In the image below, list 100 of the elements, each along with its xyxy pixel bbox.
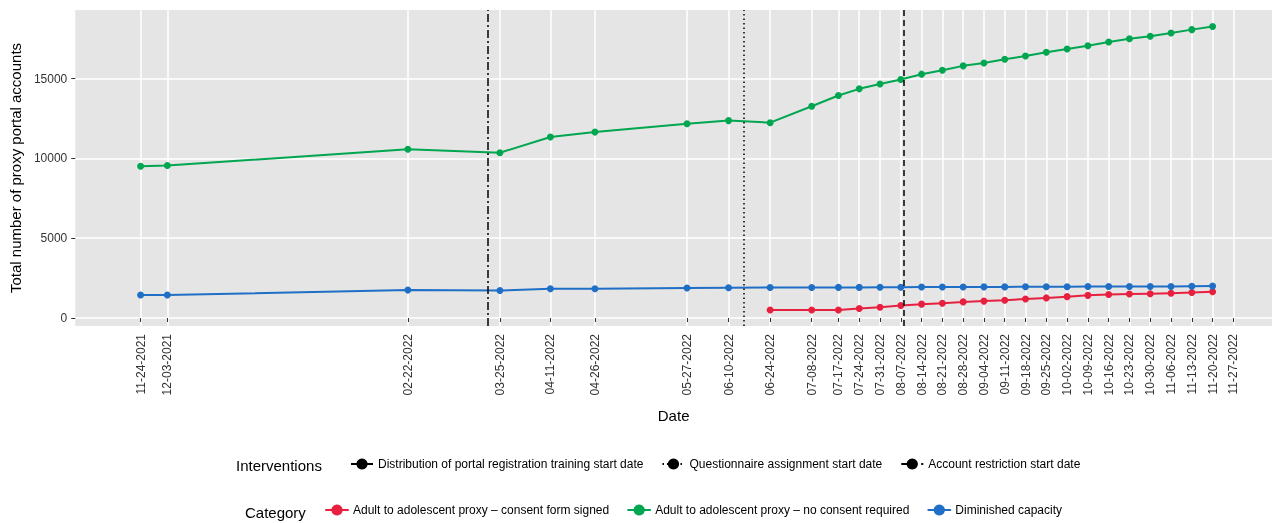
point bbox=[546, 133, 554, 141]
point bbox=[808, 102, 816, 110]
point bbox=[1125, 283, 1133, 291]
legend-title: Category bbox=[245, 504, 307, 521]
legend-label: Diminished capacity bbox=[955, 503, 1063, 517]
point bbox=[834, 283, 842, 291]
point bbox=[855, 283, 863, 291]
point bbox=[876, 303, 884, 311]
point bbox=[766, 119, 774, 127]
point bbox=[1084, 291, 1092, 299]
point bbox=[1022, 295, 1030, 303]
x-axis-title: Date bbox=[657, 407, 690, 424]
point bbox=[918, 300, 926, 308]
x-tick-label: 10-30-2022 bbox=[1143, 333, 1158, 396]
x-tick-label: 07-24-2022 bbox=[852, 333, 867, 396]
point bbox=[1001, 55, 1009, 63]
x-tick-label: 11-13-2022 bbox=[1184, 333, 1199, 395]
point bbox=[1022, 52, 1030, 60]
point bbox=[1188, 282, 1196, 290]
point bbox=[918, 70, 926, 78]
point bbox=[137, 291, 145, 299]
x-tick-label: 09-04-2022 bbox=[976, 333, 991, 396]
point bbox=[959, 298, 967, 306]
x-tick-label: 08-21-2022 bbox=[935, 333, 950, 396]
point bbox=[683, 120, 691, 128]
point bbox=[404, 286, 412, 294]
point bbox=[1146, 32, 1154, 40]
point bbox=[876, 283, 884, 291]
point bbox=[1167, 289, 1175, 297]
legend-label: Adult to adolescent proxy – consent form signed bbox=[353, 503, 610, 517]
x-tick-label: 10-23-2022 bbox=[1122, 333, 1137, 396]
point bbox=[959, 62, 967, 70]
y-tick-label: 10000 bbox=[33, 151, 68, 166]
point bbox=[1042, 283, 1050, 291]
point bbox=[766, 284, 774, 292]
point bbox=[496, 149, 504, 157]
point bbox=[855, 304, 863, 312]
point bbox=[938, 66, 946, 74]
x-tick-label: 03-25-2022 bbox=[492, 333, 507, 396]
point bbox=[855, 85, 863, 93]
x-tick-label: 10-02-2022 bbox=[1060, 333, 1075, 396]
point bbox=[1105, 283, 1113, 291]
point bbox=[808, 284, 816, 292]
legend-label: Account restriction start date bbox=[928, 457, 1081, 471]
point bbox=[1063, 293, 1071, 301]
x-tick-label: 11-27-2022 bbox=[1226, 333, 1241, 395]
point bbox=[1063, 283, 1071, 291]
point bbox=[591, 285, 599, 293]
point bbox=[1146, 290, 1154, 298]
point bbox=[959, 283, 967, 291]
point bbox=[137, 162, 145, 170]
x-tick-label: 11-20-2022 bbox=[1205, 333, 1220, 395]
point bbox=[1042, 48, 1050, 56]
x-tick-label: 08-07-2022 bbox=[893, 333, 908, 396]
point bbox=[1209, 22, 1217, 30]
point bbox=[163, 291, 171, 299]
x-tick-label: 07-31-2022 bbox=[873, 333, 888, 396]
x-tick-label: 11-06-2022 bbox=[1164, 333, 1179, 395]
y-tick-label: 0 bbox=[60, 311, 68, 326]
y-axis-title: Total number of proxy portal accounts bbox=[7, 42, 24, 294]
point bbox=[1188, 26, 1196, 34]
x-tick-label: 09-11-2022 bbox=[997, 333, 1012, 395]
point bbox=[163, 161, 171, 169]
point bbox=[897, 75, 905, 83]
x-tick-label: 06-10-2022 bbox=[721, 333, 736, 396]
x-tick-label: 06-24-2022 bbox=[763, 333, 778, 396]
point bbox=[725, 117, 733, 125]
text: Interventions bbox=[236, 457, 322, 474]
x-tick-label: 12-03-2021 bbox=[160, 333, 175, 396]
point bbox=[808, 306, 816, 314]
point bbox=[546, 285, 554, 293]
point bbox=[1105, 38, 1113, 46]
x-tick-label: 10-16-2022 bbox=[1101, 333, 1116, 396]
point bbox=[496, 287, 504, 295]
x-tick-label: 04-11-2022 bbox=[543, 333, 558, 395]
x-tick-label: 10-09-2022 bbox=[1080, 333, 1095, 396]
x-tick-label: 09-25-2022 bbox=[1039, 333, 1054, 396]
point bbox=[834, 92, 842, 100]
legend-label: Questionnaire assignment start date bbox=[689, 457, 883, 471]
point bbox=[834, 306, 842, 314]
point bbox=[1001, 296, 1009, 304]
x-tick-label: 07-17-2022 bbox=[831, 333, 846, 396]
point bbox=[725, 284, 733, 292]
point bbox=[1146, 282, 1154, 290]
point bbox=[1084, 283, 1092, 291]
x-tick-label: 09-18-2022 bbox=[1018, 333, 1033, 396]
point bbox=[1125, 35, 1133, 43]
point bbox=[1001, 283, 1009, 291]
point bbox=[897, 283, 905, 291]
point bbox=[1125, 290, 1133, 298]
legend-label: Adult to adolescent proxy – no consent required bbox=[655, 503, 910, 517]
point bbox=[897, 302, 905, 310]
point bbox=[1084, 42, 1092, 50]
point bbox=[918, 283, 926, 291]
point bbox=[1209, 282, 1217, 290]
x-tick-label: 08-14-2022 bbox=[914, 333, 929, 396]
x-tick-label: 04-26-2022 bbox=[587, 333, 602, 396]
point bbox=[1042, 294, 1050, 302]
x-tick-label: 07-08-2022 bbox=[804, 333, 819, 396]
point bbox=[1188, 288, 1196, 296]
